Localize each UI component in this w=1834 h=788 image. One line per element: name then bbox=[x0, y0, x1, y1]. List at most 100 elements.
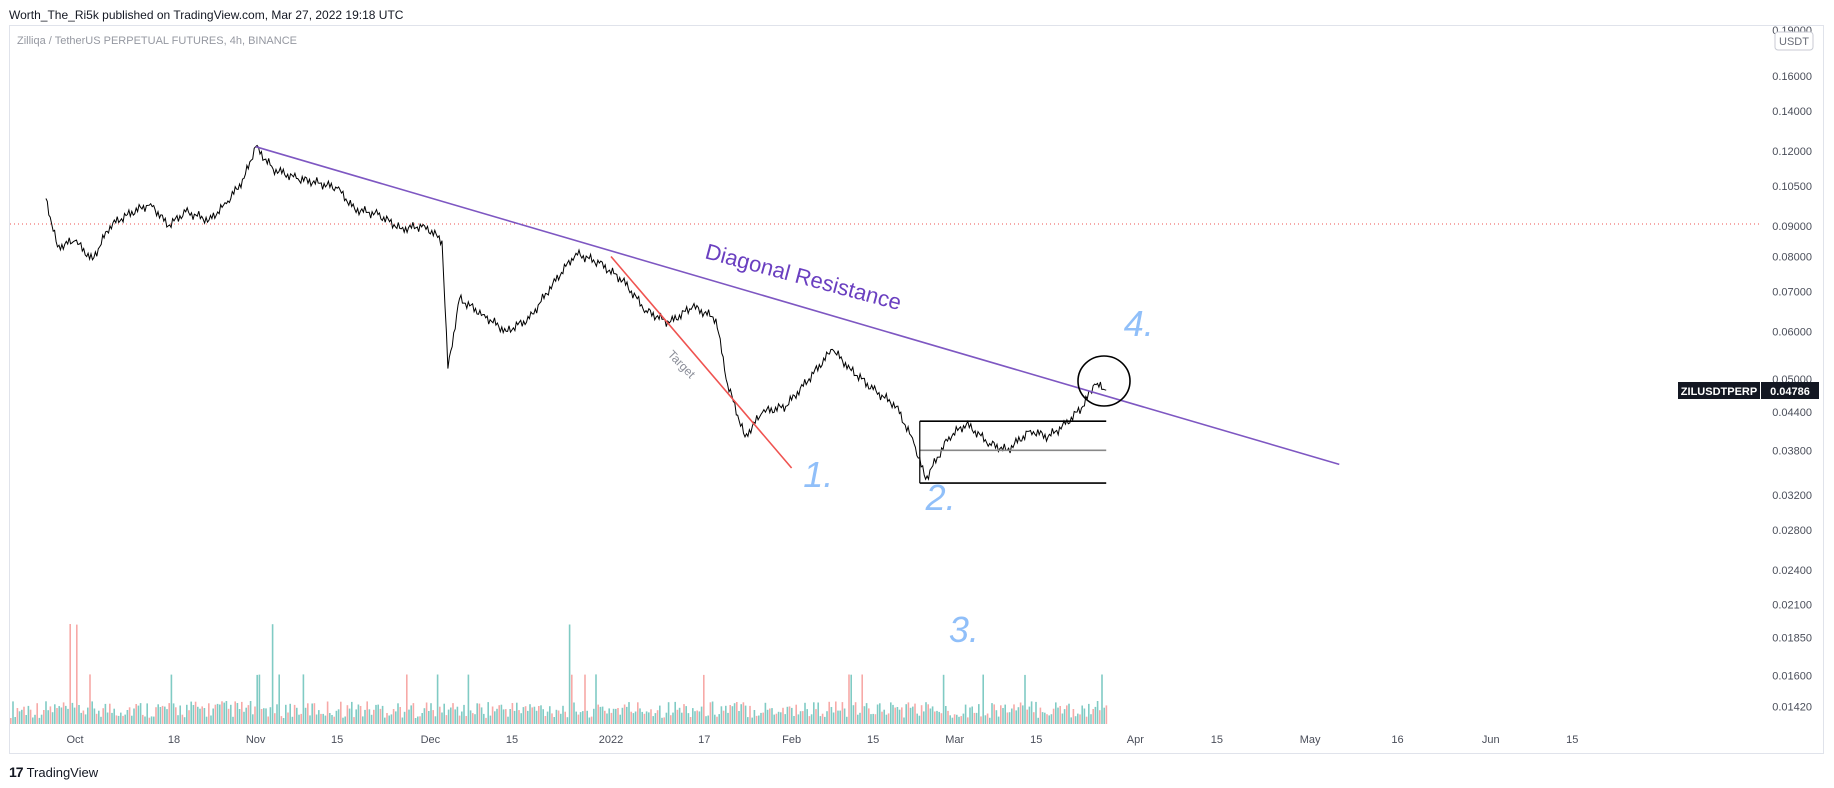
last-price-value: 0.04786 bbox=[1770, 386, 1810, 398]
volume-bar bbox=[208, 703, 210, 724]
volume-bar bbox=[573, 702, 575, 724]
volume-bar bbox=[872, 713, 874, 724]
volume-bar bbox=[639, 708, 641, 724]
volume-bar bbox=[538, 706, 540, 724]
volume-bar bbox=[524, 706, 527, 724]
volume-bar bbox=[802, 711, 804, 724]
volume-bar bbox=[307, 703, 309, 724]
volume-bar bbox=[643, 713, 646, 724]
volume-bar bbox=[687, 713, 690, 724]
volume-bar bbox=[340, 701, 342, 724]
volume-bar bbox=[1096, 701, 1099, 724]
volume-bar bbox=[10, 718, 12, 724]
volume-bar bbox=[641, 711, 643, 724]
volume-bar bbox=[1099, 710, 1101, 724]
volume-bar bbox=[1024, 674, 1026, 724]
price-axis: 0.190000.160000.140000.120000.105000.090… bbox=[1772, 25, 1812, 713]
volume-bar bbox=[56, 708, 58, 724]
volume-bar bbox=[786, 706, 789, 724]
volume-bar bbox=[969, 707, 971, 724]
volume-bar bbox=[419, 716, 421, 724]
volume-bar bbox=[32, 717, 34, 724]
volume-bar bbox=[1039, 707, 1042, 724]
volume-bar bbox=[324, 715, 327, 724]
volume-bar bbox=[1041, 712, 1044, 724]
volume-bar bbox=[344, 716, 346, 724]
volume-bar bbox=[815, 709, 817, 724]
volume-bar bbox=[225, 701, 228, 724]
volume-bar bbox=[797, 714, 800, 724]
volume-bar bbox=[621, 707, 624, 724]
volume-bar bbox=[139, 703, 142, 724]
volume-bar bbox=[170, 674, 173, 724]
volume-bar bbox=[975, 712, 978, 724]
volume-bar bbox=[232, 716, 234, 724]
volume-bar bbox=[909, 707, 912, 724]
volume-bar bbox=[313, 703, 316, 724]
time-tick-label: Jun bbox=[1482, 734, 1500, 746]
volume-bar bbox=[276, 704, 278, 724]
volume-bar bbox=[964, 704, 967, 724]
axis-unit-label: USDT bbox=[1779, 36, 1809, 48]
volume-bar bbox=[507, 716, 509, 724]
volume-bar bbox=[252, 714, 254, 724]
diagonal-resistance-line[interactable] bbox=[255, 145, 1340, 466]
time-tick-label: 2022 bbox=[599, 734, 623, 746]
volume-bar bbox=[249, 701, 252, 724]
volume-bar bbox=[887, 713, 890, 724]
volume-bar bbox=[1015, 710, 1017, 724]
volume-bar bbox=[608, 708, 610, 724]
volume-bar bbox=[1081, 705, 1083, 724]
price-tick-label: 0.03200 bbox=[1772, 490, 1812, 502]
volume-bar bbox=[447, 709, 450, 724]
price-series-line bbox=[45, 144, 1107, 481]
volume-bar bbox=[428, 711, 430, 724]
volume-bar bbox=[397, 703, 399, 724]
volume-bar bbox=[700, 706, 703, 724]
volume-bar bbox=[366, 701, 368, 724]
volume-bar bbox=[1074, 716, 1077, 724]
volume-bar bbox=[582, 711, 584, 724]
volume-bar bbox=[777, 711, 780, 724]
range-box[interactable] bbox=[919, 420, 1107, 484]
volume-bar bbox=[247, 705, 250, 724]
volume-bar bbox=[274, 713, 276, 724]
axis-unit-box bbox=[1774, 31, 1814, 51]
volume-bar bbox=[214, 704, 217, 724]
volume-bar bbox=[298, 714, 300, 724]
time-tick-label: 15 bbox=[1566, 734, 1578, 746]
volume-bar bbox=[269, 707, 272, 724]
volume-bar bbox=[452, 703, 454, 724]
volume-bar bbox=[859, 712, 861, 724]
volume-bar bbox=[703, 674, 705, 724]
volume-bar bbox=[146, 703, 148, 724]
volume-bar bbox=[962, 713, 965, 724]
price-tick-label: 0.02800 bbox=[1772, 525, 1812, 537]
volume-bar bbox=[791, 707, 793, 724]
volume-bar bbox=[901, 707, 903, 724]
volume-bar bbox=[828, 701, 830, 724]
volume-bar bbox=[509, 709, 511, 724]
volume-bar bbox=[236, 703, 239, 724]
breakout-circle[interactable] bbox=[1077, 355, 1131, 407]
volume-bar bbox=[920, 705, 923, 724]
volume-bar bbox=[296, 707, 298, 724]
volume-bar bbox=[1050, 714, 1053, 724]
volume-bar bbox=[423, 708, 426, 724]
volume-bar bbox=[795, 704, 797, 724]
volume-bar bbox=[311, 703, 313, 724]
volume-bar bbox=[280, 716, 283, 724]
volume-bar bbox=[584, 674, 586, 724]
volume-bar bbox=[157, 704, 159, 724]
volume-bar bbox=[430, 703, 432, 724]
volume-bar bbox=[1101, 674, 1103, 724]
target-line[interactable] bbox=[610, 256, 793, 469]
volume-bar bbox=[696, 710, 698, 724]
volume-bar bbox=[1059, 706, 1061, 724]
volume-bar bbox=[480, 707, 483, 724]
volume-bar bbox=[925, 702, 927, 724]
volume-bar bbox=[740, 704, 742, 724]
volume-bar bbox=[445, 715, 448, 724]
volume-bar bbox=[267, 716, 269, 724]
